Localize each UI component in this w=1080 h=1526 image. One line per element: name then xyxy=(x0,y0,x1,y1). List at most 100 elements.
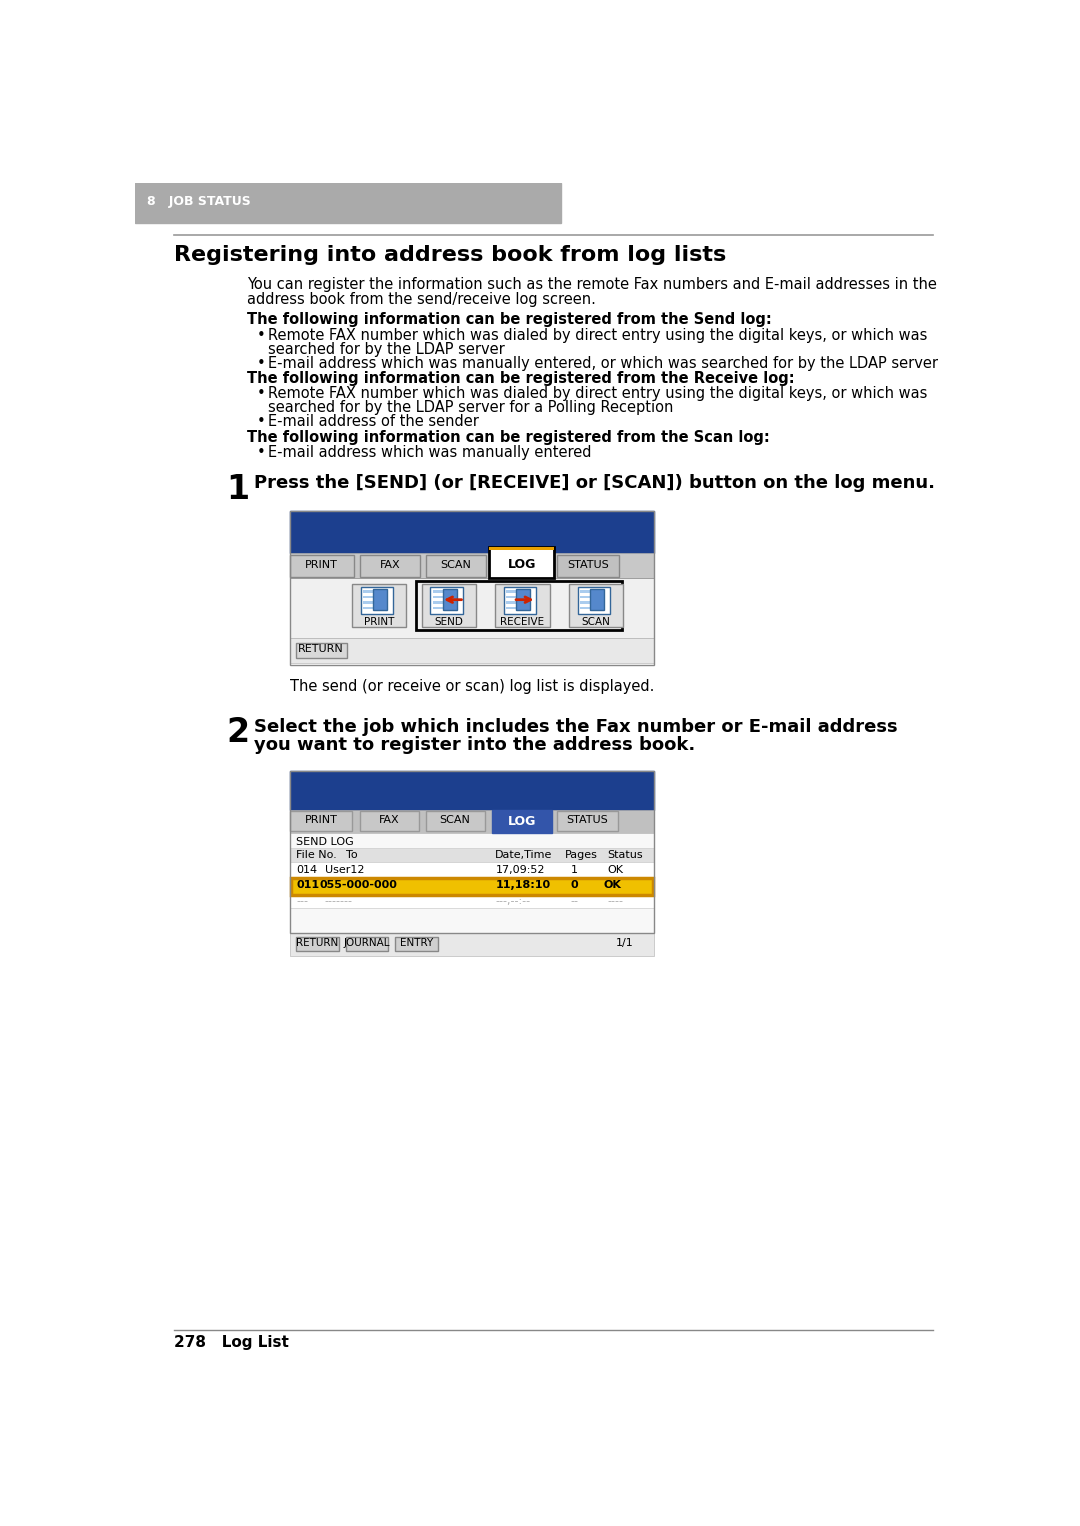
Bar xyxy=(422,584,476,627)
Bar xyxy=(590,589,604,610)
Text: File No.: File No. xyxy=(296,850,337,861)
Bar xyxy=(507,595,528,598)
Text: The following information can be registered from the Send log:: The following information can be registe… xyxy=(247,313,772,328)
Bar xyxy=(395,937,438,951)
Text: 055-000-000: 055-000-000 xyxy=(320,881,397,890)
Text: Date,Time: Date,Time xyxy=(496,850,553,861)
Bar xyxy=(291,932,654,957)
Bar xyxy=(516,589,530,610)
Bar xyxy=(296,937,339,951)
Bar xyxy=(363,601,384,604)
Text: Status: Status xyxy=(608,850,644,861)
Text: RETURN: RETURN xyxy=(296,938,338,949)
Text: User12: User12 xyxy=(325,865,364,874)
Bar xyxy=(360,812,419,832)
Text: Pages: Pages xyxy=(565,850,598,861)
Text: 1: 1 xyxy=(227,473,249,505)
Text: ---,--:--: ---,--:-- xyxy=(496,896,530,906)
Text: OK: OK xyxy=(608,865,624,874)
Text: LOG: LOG xyxy=(508,559,536,571)
Bar xyxy=(443,589,457,610)
Text: JOURNAL: JOURNAL xyxy=(343,938,390,949)
Bar xyxy=(373,589,387,610)
Bar xyxy=(580,591,602,592)
Bar xyxy=(433,595,455,598)
Text: E-mail address which was manually entered: E-mail address which was manually entere… xyxy=(268,446,592,459)
Text: PRINT: PRINT xyxy=(364,618,394,627)
Text: •: • xyxy=(257,356,266,371)
Text: 2: 2 xyxy=(227,716,249,749)
Text: 011: 011 xyxy=(296,881,320,890)
Text: PRINT: PRINT xyxy=(306,560,338,569)
Bar xyxy=(569,584,623,627)
Text: 014: 014 xyxy=(296,865,318,874)
Bar xyxy=(507,591,528,592)
Bar xyxy=(433,591,455,592)
Bar xyxy=(291,848,654,862)
Bar xyxy=(291,772,654,932)
Bar xyxy=(496,584,550,627)
Bar xyxy=(291,877,653,894)
Bar xyxy=(507,601,528,604)
Text: The following information can be registered from the Scan log:: The following information can be registe… xyxy=(247,429,770,444)
Text: ENTRY: ENTRY xyxy=(400,938,433,949)
Bar xyxy=(291,638,654,662)
Text: ----: ---- xyxy=(608,896,624,906)
Text: 0: 0 xyxy=(570,881,578,890)
Text: SCAN: SCAN xyxy=(582,618,610,627)
Bar xyxy=(580,595,602,598)
Bar xyxy=(426,555,486,577)
Text: address book from the send/receive log screen.: address book from the send/receive log s… xyxy=(247,293,596,307)
Text: The send (or receive or scan) log list is displayed.: The send (or receive or scan) log list i… xyxy=(291,679,654,694)
Text: searched for by the LDAP server for a Polling Reception: searched for by the LDAP server for a Po… xyxy=(268,400,674,415)
Bar xyxy=(507,607,528,609)
Text: 11,18:10: 11,18:10 xyxy=(496,881,551,890)
Bar xyxy=(296,642,347,658)
Bar xyxy=(291,554,654,578)
Text: E-mail address which was manually entered, or which was searched for by the LDAP: E-mail address which was manually entere… xyxy=(268,356,939,371)
Bar xyxy=(578,588,610,615)
Text: •: • xyxy=(257,414,266,429)
Text: Registering into address book from log lists: Registering into address book from log l… xyxy=(174,244,726,264)
Text: PRINT: PRINT xyxy=(305,815,337,826)
Text: searched for by the LDAP server: searched for by the LDAP server xyxy=(268,342,505,357)
Text: SEND LOG: SEND LOG xyxy=(296,836,354,847)
Text: RECEIVE: RECEIVE xyxy=(500,618,544,627)
Bar xyxy=(580,607,602,609)
Bar xyxy=(291,578,654,638)
Text: -------: ------- xyxy=(325,896,353,906)
Bar xyxy=(346,937,389,951)
Bar xyxy=(426,812,485,832)
Text: Select the job which includes the Fax number or E-mail address: Select the job which includes the Fax nu… xyxy=(254,717,897,736)
Bar xyxy=(580,601,602,604)
Bar xyxy=(135,183,562,223)
Bar xyxy=(291,511,654,665)
Bar xyxy=(291,894,654,908)
Bar xyxy=(360,555,420,577)
Text: SCAN: SCAN xyxy=(441,560,471,569)
Text: Press the [SEND] (or [RECEIVE] or [SCAN]) button on the log menu.: Press the [SEND] (or [RECEIVE] or [SCAN]… xyxy=(254,475,934,493)
Bar xyxy=(433,607,455,609)
Text: OK: OK xyxy=(604,881,622,890)
Text: 1: 1 xyxy=(570,865,578,874)
Text: 17,09:52: 17,09:52 xyxy=(496,865,545,874)
Text: SCAN: SCAN xyxy=(440,815,471,826)
Bar xyxy=(291,555,353,577)
Text: LOG: LOG xyxy=(508,815,536,829)
Text: STATUS: STATUS xyxy=(567,560,609,569)
Bar xyxy=(291,833,654,932)
Text: ---: --- xyxy=(296,896,308,906)
Bar xyxy=(363,595,384,598)
Text: 1/1: 1/1 xyxy=(616,938,633,949)
Text: Remote FAX number which was dialed by direct entry using the digital keys, or wh: Remote FAX number which was dialed by di… xyxy=(268,328,928,343)
Text: Remote FAX number which was dialed by direct entry using the digital keys, or wh: Remote FAX number which was dialed by di… xyxy=(268,386,928,401)
Text: 278   Log List: 278 Log List xyxy=(174,1335,288,1351)
Bar xyxy=(433,601,455,604)
Bar xyxy=(557,812,618,832)
Text: E-mail address of the sender: E-mail address of the sender xyxy=(268,414,480,429)
Bar xyxy=(363,591,384,592)
Text: --: -- xyxy=(570,896,579,906)
Text: •: • xyxy=(257,386,266,401)
Bar xyxy=(491,810,552,833)
Bar xyxy=(352,584,406,627)
